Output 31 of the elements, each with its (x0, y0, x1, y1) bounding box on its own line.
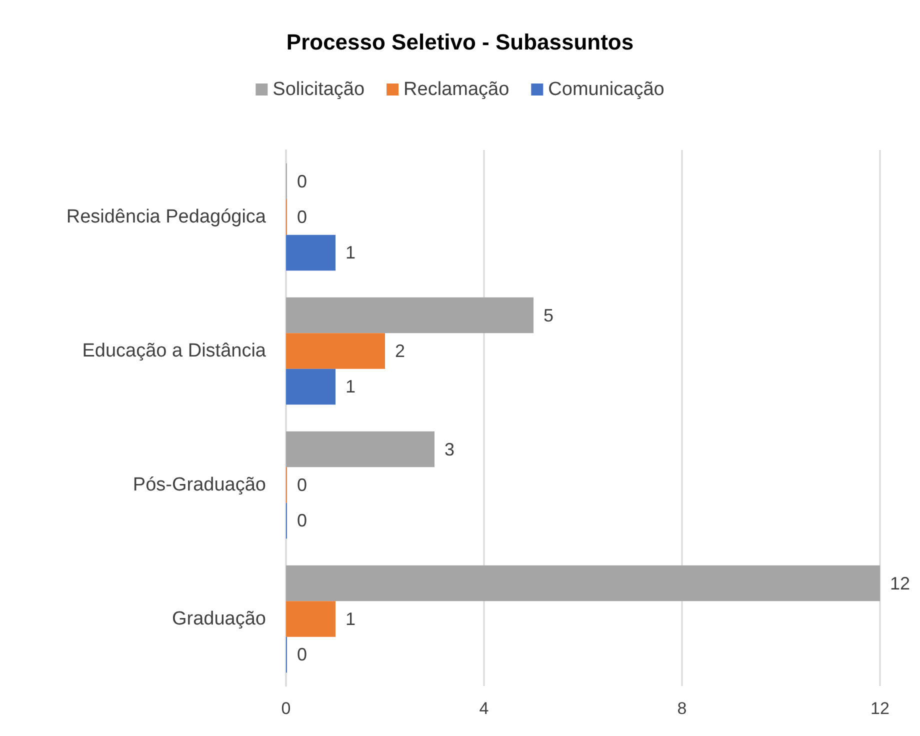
x-tick-label: 12 (870, 699, 890, 718)
bar (286, 601, 336, 637)
data-label: 0 (297, 510, 308, 531)
y-tick-label: Graduação (172, 608, 266, 630)
data-label: 0 (297, 171, 308, 192)
legend-label: Reclamação (404, 79, 510, 100)
x-tick-label: 4 (479, 699, 489, 718)
x-tick-label: 8 (677, 699, 687, 718)
data-label: 3 (444, 439, 455, 460)
data-label: 1 (346, 242, 356, 263)
data-label: 0 (297, 475, 308, 495)
y-tick-label: Residência Pedagógica (66, 206, 266, 228)
data-label: 0 (297, 644, 308, 665)
data-label: 1 (346, 376, 356, 397)
bar (286, 565, 880, 602)
data-label: 5 (544, 305, 554, 326)
data-label: 12 (890, 573, 910, 594)
y-tick-label: Pós-Graduação (132, 474, 266, 496)
bar (286, 297, 534, 334)
data-label: 1 (346, 609, 356, 629)
legend-label: Comunicação (548, 79, 664, 100)
data-label: 0 (297, 207, 308, 227)
bar (286, 368, 336, 405)
x-tick-label: 0 (281, 699, 291, 718)
legend-label: Solicitação (272, 79, 365, 100)
data-label: 2 (395, 341, 406, 361)
chart-title: Processo Seletivo - Subassuntos (286, 30, 634, 54)
bar (286, 431, 434, 468)
bar (286, 234, 336, 271)
bar (286, 333, 385, 369)
y-tick-label: Educação a Distância (82, 340, 266, 362)
